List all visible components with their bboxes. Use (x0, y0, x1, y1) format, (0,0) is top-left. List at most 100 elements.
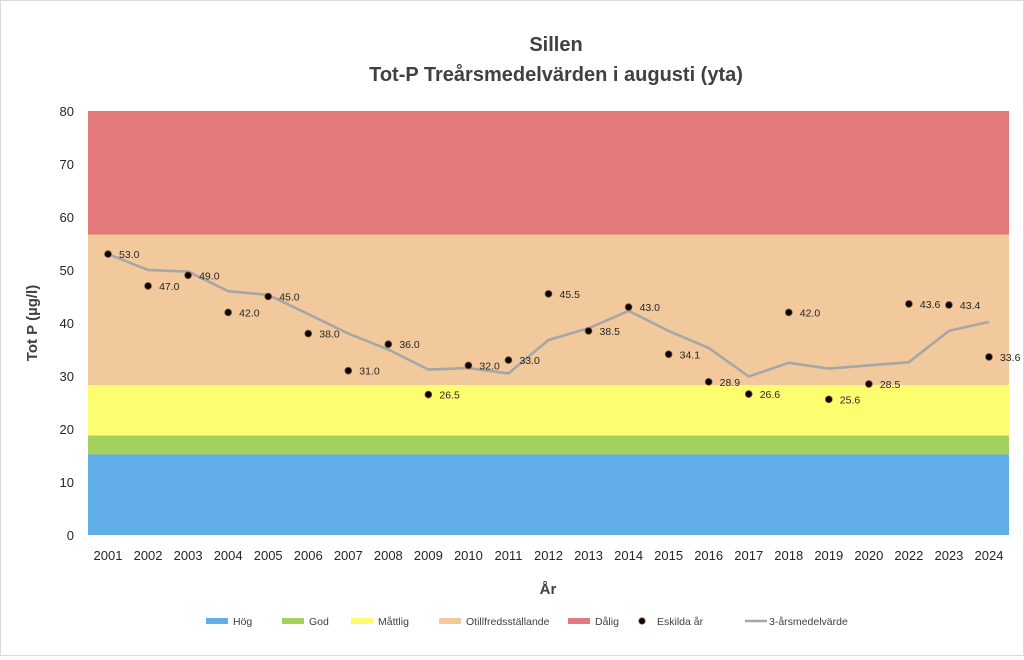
data-label: 33.0 (519, 355, 540, 367)
x-tick-label: 2006 (294, 548, 323, 563)
x-tick-label: 2008 (374, 548, 403, 563)
data-label: 31.0 (359, 366, 380, 378)
x-tick-label: 2003 (174, 548, 203, 563)
x-tick-label: 2010 (454, 548, 483, 563)
x-tick-label: 2024 (975, 548, 1004, 563)
data-point (264, 292, 272, 301)
data-label: 26.6 (760, 389, 781, 401)
x-tick-label: 2013 (574, 548, 603, 563)
data-point (825, 395, 833, 404)
legend: Hög God Måttlig Otillfredsställande Dålig Esk… (206, 616, 848, 628)
legend-swatch (282, 618, 304, 624)
data-label: 25.6 (840, 394, 861, 406)
band-dålig (88, 111, 1009, 235)
data-label: 28.9 (720, 377, 741, 389)
data-label: 36.0 (399, 339, 420, 351)
data-label: 45.0 (279, 292, 300, 304)
band-otillfredsställande (88, 234, 1009, 386)
data-label: 47.0 (159, 281, 180, 293)
data-point (744, 390, 753, 398)
data-label: 45.5 (560, 289, 581, 301)
single-year-series: 53.0 47.0 49.0 42.0 45.0 38.0 31.0 36.0 26.5 32.0… (104, 249, 1021, 406)
y-tick-label: 60 (60, 210, 74, 225)
data-point (704, 378, 713, 386)
legend-label: Hög (233, 616, 252, 628)
legend-swatch (568, 618, 590, 624)
chart-title: Sillen (529, 34, 582, 56)
data-point (584, 327, 593, 335)
y-tick-label: 80 (60, 104, 74, 119)
legend-label: Måttlig (378, 616, 409, 628)
x-tick-label: 2018 (774, 548, 803, 563)
data-label: 43.6 (920, 299, 941, 311)
data-point (784, 308, 793, 317)
x-tick-label: 2011 (494, 548, 522, 563)
data-point (344, 366, 353, 375)
y-tick-label: 70 (60, 157, 74, 172)
legend-label: God (309, 616, 329, 628)
legend-label: Dålig (595, 616, 619, 628)
x-tick-label: 2020 (854, 548, 883, 563)
mean-line (107, 252, 990, 378)
data-point (985, 353, 993, 361)
y-axis-title: Tot P (µg/l) (24, 285, 41, 361)
data-label: 28.5 (880, 379, 901, 391)
y-tick-label: 50 (60, 263, 74, 278)
x-tick-label: 2016 (694, 548, 723, 563)
data-label: 38.5 (600, 326, 621, 338)
data-label: 43.4 (960, 300, 981, 312)
x-tick-label: 2023 (934, 548, 963, 563)
data-point (905, 300, 913, 308)
data-label: 32.0 (479, 360, 500, 372)
data-label: 26.5 (439, 390, 460, 402)
x-tick-label: 2009 (414, 548, 443, 563)
data-label: 43.0 (640, 302, 661, 314)
data-point (144, 282, 152, 290)
chart-subtitle: Tot-P Treårsmedelvärden i augusti (yta) (369, 63, 743, 86)
legend-swatch (439, 618, 461, 624)
y-tick-label: 10 (60, 475, 74, 490)
data-label: 49.0 (199, 270, 220, 282)
x-tick-label: 2012 (534, 548, 563, 563)
data-point (544, 290, 553, 298)
data-point (865, 380, 873, 388)
x-tick-label: 2001 (94, 548, 123, 563)
x-tick-label: 2014 (614, 548, 643, 563)
data-point (504, 356, 513, 364)
y-tick-label: 40 (60, 316, 74, 331)
y-tick-label: 30 (60, 369, 74, 384)
quality-bands (88, 111, 1009, 535)
x-tick-label: 2015 (654, 548, 683, 563)
data-point (104, 250, 112, 258)
band-god (88, 435, 1009, 455)
data-label: 34.1 (680, 349, 701, 361)
data-point (945, 301, 953, 309)
x-tick-label: 2005 (254, 548, 283, 563)
x-axis: 2001 2002 2003 2004 2005 2006 2007 2008 2009 2010… (94, 548, 1004, 563)
legend-swatch (206, 618, 228, 624)
data-label: 42.0 (800, 307, 821, 319)
data-label: 38.0 (319, 329, 340, 341)
y-axis: 0 10 20 30 40 50 60 70 80 (60, 104, 74, 543)
data-point (424, 390, 433, 399)
legend-swatch (351, 618, 373, 624)
data-point (184, 271, 192, 280)
data-point (664, 350, 673, 359)
data-point (624, 303, 633, 311)
band-måttlig (88, 385, 1009, 436)
data-label: 42.0 (239, 307, 260, 319)
x-tick-label: 2007 (334, 548, 363, 563)
x-tick-label: 2019 (814, 548, 843, 563)
data-point (224, 308, 232, 317)
data-point (304, 329, 313, 338)
legend-label: Otillfredsställande (466, 616, 550, 628)
band-hög (88, 454, 1009, 535)
data-point (384, 340, 393, 349)
data-label: 53.0 (119, 249, 140, 261)
y-tick-label: 20 (60, 422, 74, 437)
x-tick-label: 2004 (214, 548, 243, 563)
data-label: 33.6 (1000, 352, 1021, 364)
legend-label: Eskilda år (657, 616, 704, 628)
